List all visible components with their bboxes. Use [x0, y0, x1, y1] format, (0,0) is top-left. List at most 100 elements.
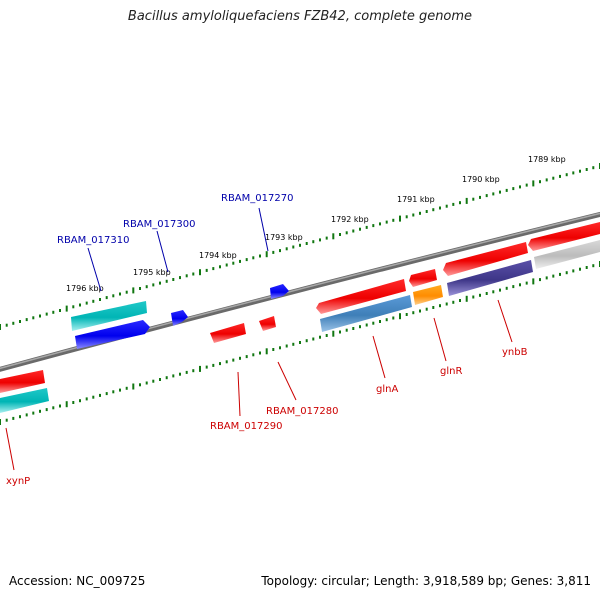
outer-minor-tick	[299, 243, 301, 247]
inner-minor-tick	[72, 401, 75, 404]
inner-minor-tick	[392, 316, 395, 320]
inner-minor-tick	[172, 374, 175, 378]
outer-minor-tick	[372, 224, 375, 228]
inner-minor-tick	[425, 307, 428, 311]
gene-feature-red[interactable]	[528, 222, 600, 251]
gene-label-xynp[interactable]: xynP	[6, 476, 30, 487]
gene-feature-orange[interactable]	[413, 285, 443, 305]
gene-label-glnr[interactable]: glnR	[440, 366, 462, 377]
inner-minor-tick	[5, 418, 8, 422]
inner-minor-tick	[352, 327, 355, 330]
outer-minor-tick	[512, 187, 515, 191]
inner-major-tick	[532, 278, 535, 285]
inner-minor-tick	[239, 356, 241, 360]
inner-minor-tick	[105, 392, 108, 396]
outer-minor-tick	[159, 281, 161, 285]
kbp-label-1793: 1793 kbp	[265, 233, 303, 242]
gene-feature-blue[interactable]	[75, 320, 150, 349]
gene-feature-gray[interactable]	[534, 240, 600, 269]
inner-minor-tick	[232, 358, 235, 362]
outer-minor-tick	[445, 204, 448, 208]
outer-minor-tick	[572, 171, 575, 175]
gene-label-rbam017290[interactable]: RBAM_017290	[210, 421, 282, 432]
outer-minor-tick	[412, 213, 415, 217]
outer-minor-tick	[439, 206, 441, 210]
inner-minor-tick	[492, 290, 495, 294]
outer-minor-tick	[459, 201, 461, 205]
outer-minor-tick	[519, 185, 521, 189]
genome-summary-text: Topology: circular; Length: 3,918,589 bp…	[261, 574, 591, 588]
gene-feature-red[interactable]	[443, 242, 528, 276]
outer-minor-tick	[492, 192, 495, 196]
gene-feature-red[interactable]	[259, 316, 276, 331]
kbp-label-1791: 1791 kbp	[397, 195, 435, 204]
inner-minor-tick	[292, 342, 295, 346]
inner-minor-tick	[512, 285, 515, 289]
inner-minor-tick	[112, 390, 115, 394]
inner-minor-tick	[152, 379, 155, 383]
outer-minor-tick	[292, 245, 295, 249]
gene-label-ynbb[interactable]: ynbB	[502, 347, 528, 358]
gene-feature-blue[interactable]	[171, 310, 188, 326]
gene-feature-red[interactable]	[0, 370, 45, 393]
outer-minor-tick	[279, 249, 281, 253]
outer-minor-tick	[99, 298, 101, 301]
gene-label-rbam017310[interactable]: RBAM_017310	[57, 235, 129, 246]
gene-feature-darkslateblue[interactable]	[447, 260, 533, 296]
inner-minor-tick	[345, 328, 348, 332]
outer-minor-tick	[225, 263, 228, 267]
outer-minor-tick	[212, 267, 215, 271]
outer-minor-tick	[479, 195, 481, 199]
inner-minor-tick	[365, 323, 368, 327]
outer-minor-tick	[305, 242, 308, 245]
inner-minor-tick	[19, 415, 21, 419]
inner-minor-tick	[92, 395, 95, 399]
inner-minor-tick	[419, 309, 421, 313]
inner-major-tick	[399, 313, 401, 320]
inner-minor-tick	[585, 266, 588, 269]
inner-minor-tick	[552, 274, 555, 278]
outer-minor-tick	[319, 238, 321, 242]
inner-minor-tick	[572, 269, 575, 273]
map-title: Bacillus amyloliquefaciens FZB42, comple…	[127, 9, 473, 24]
inner-major-tick	[132, 383, 135, 390]
inner-minor-tick	[192, 369, 195, 373]
gene-feature-red[interactable]	[316, 279, 406, 314]
inner-minor-tick	[259, 351, 261, 355]
gene-feature-red[interactable]	[409, 269, 437, 287]
gene-label-rbam017270[interactable]: RBAM_017270	[221, 193, 293, 204]
gene-label-glna[interactable]: glnA	[376, 384, 398, 395]
inner-minor-tick	[219, 362, 221, 366]
outer-major-tick	[532, 180, 535, 187]
gene-feature-blue[interactable]	[270, 284, 289, 299]
inner-minor-tick	[32, 411, 35, 415]
inner-minor-tick	[59, 404, 61, 408]
outer-minor-tick	[112, 294, 115, 298]
inner-minor-tick	[85, 397, 88, 401]
inner-major-tick	[199, 365, 201, 372]
outer-major-tick	[332, 233, 335, 240]
inner-minor-tick	[479, 293, 481, 297]
inner-minor-tick	[159, 378, 161, 381]
gene-feature-cyan[interactable]	[71, 301, 147, 331]
inner-minor-tick	[445, 302, 448, 306]
outer-minor-tick	[359, 227, 361, 231]
outer-minor-tick	[525, 183, 528, 187]
gene-label-rbam017300[interactable]: RBAM_017300	[123, 219, 195, 230]
gene-feature-red[interactable]	[210, 323, 246, 343]
inner-minor-tick	[185, 370, 188, 374]
inner-minor-tick	[272, 348, 275, 351]
leader-line-rbam017300	[156, 230, 169, 273]
gene-feature-cyan[interactable]	[0, 388, 49, 413]
kbp-label-1796: 1796 kbp	[66, 284, 104, 293]
gene-feature-steelblue[interactable]	[320, 295, 412, 332]
inner-minor-tick	[319, 335, 321, 339]
inner-minor-tick	[565, 271, 568, 275]
inner-minor-tick	[45, 408, 48, 412]
inner-minor-tick	[432, 306, 435, 309]
outer-minor-tick	[345, 231, 348, 235]
gene-label-rbam017280[interactable]: RBAM_017280	[266, 406, 338, 417]
inner-tick-ring	[0, 261, 600, 425]
kbp-label-1790: 1790 kbp	[462, 175, 500, 184]
